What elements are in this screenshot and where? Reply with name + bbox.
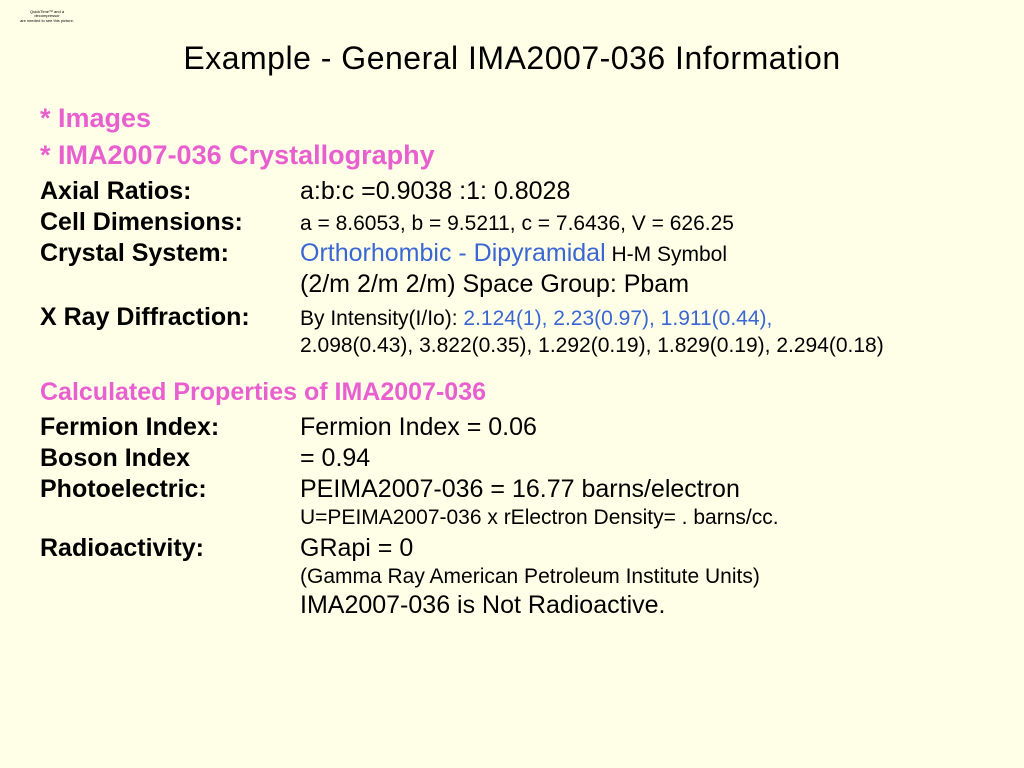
xray-lead: By Intensity(I/Io): bbox=[300, 307, 463, 330]
page-title: Example - General IMA2007-036 Informatio… bbox=[40, 40, 984, 77]
value-radioactivity: GRapi = 0 bbox=[300, 534, 984, 563]
qt-line3: are needed to see this picture. bbox=[12, 19, 82, 23]
link-images[interactable]: * Images bbox=[40, 103, 984, 134]
label-xray: X Ray Diffraction: bbox=[40, 303, 300, 332]
radioactivity-line2: (Gamma Ray American Petroleum Institute … bbox=[300, 565, 984, 589]
crystal-system-link[interactable]: Orthorhombic - Dipyramidal bbox=[300, 239, 606, 267]
heading-calculated-properties: Calculated Properties of IMA2007-036 bbox=[40, 378, 984, 407]
label-boson: Boson Index bbox=[40, 444, 300, 473]
quicktime-placeholder: QuickTime™ and a decompressor are needed… bbox=[12, 10, 82, 23]
radioactivity-line3: IMA2007-036 is Not Radioactive. bbox=[300, 591, 984, 620]
row-boson: Boson Index = 0.94 bbox=[40, 444, 984, 473]
value-photoelectric: PEIMA2007-036 = 16.77 barns/electron bbox=[300, 475, 984, 504]
row-cell-dimensions: Cell Dimensions: a = 8.6053, b = 9.5211,… bbox=[40, 208, 984, 237]
value-cell-dimensions: a = 8.6053, b = 9.5211, c = 7.6436, V = … bbox=[300, 212, 984, 236]
row-fermion: Fermion Index: Fermion Index = 0.06 bbox=[40, 413, 984, 442]
crystal-system-tail: H-M Symbol bbox=[606, 243, 727, 266]
label-crystal-system: Crystal System: bbox=[40, 239, 300, 268]
xray-line2: 2.098(0.43), 3.822(0.35), 1.292(0.19), 1… bbox=[300, 334, 984, 358]
label-axial-ratios: Axial Ratios: bbox=[40, 177, 300, 206]
label-photoelectric: Photoelectric: bbox=[40, 475, 300, 504]
value-xray: By Intensity(I/Io): 2.124(1), 2.23(0.97)… bbox=[300, 307, 984, 331]
label-cell-dimensions: Cell Dimensions: bbox=[40, 208, 300, 237]
row-crystal-system: Crystal System: Orthorhombic - Dipyramid… bbox=[40, 239, 984, 268]
row-axial-ratios: Axial Ratios: a:b:c =0.9038 :1: 0.8028 bbox=[40, 177, 984, 206]
photoelectric-line2: U=PEIMA2007-036 x rElectron Density= . b… bbox=[300, 506, 984, 530]
value-fermion: Fermion Index = 0.06 bbox=[300, 413, 984, 442]
link-crystallography[interactable]: * IMA2007-036 Crystallography bbox=[40, 140, 984, 171]
crystal-system-line2: (2/m 2/m 2/m) Space Group: Pbam bbox=[300, 270, 984, 299]
label-radioactivity: Radioactivity: bbox=[40, 534, 300, 563]
label-fermion: Fermion Index: bbox=[40, 413, 300, 442]
row-radioactivity: Radioactivity: GRapi = 0 bbox=[40, 534, 984, 563]
xray-blue[interactable]: 2.124(1), 2.23(0.97), 1.911(0.44), bbox=[463, 307, 772, 330]
slide-container: QuickTime™ and a decompressor are needed… bbox=[0, 0, 1024, 768]
row-xray: X Ray Diffraction: By Intensity(I/Io): 2… bbox=[40, 303, 984, 332]
value-crystal-system: Orthorhombic - Dipyramidal H-M Symbol bbox=[300, 239, 984, 268]
row-photoelectric: Photoelectric: PEIMA2007-036 = 16.77 bar… bbox=[40, 475, 984, 504]
value-axial-ratios: a:b:c =0.9038 :1: 0.8028 bbox=[300, 177, 984, 206]
value-boson: = 0.94 bbox=[300, 444, 984, 473]
